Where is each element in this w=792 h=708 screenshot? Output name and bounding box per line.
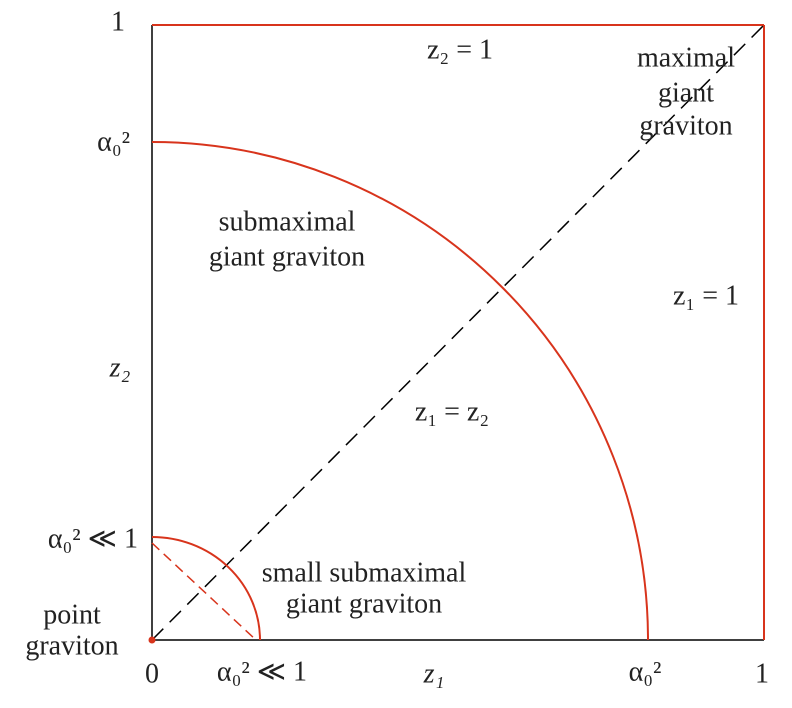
submaximal-curve xyxy=(151,141,649,641)
x-axis-label: z₁ xyxy=(423,658,445,689)
submaximal-label: submaximal xyxy=(219,206,356,237)
x-tick-label: 0 xyxy=(145,658,159,689)
top-edge-label: z₂ = 1 xyxy=(427,34,493,65)
x-tick-label: 1 xyxy=(755,658,769,689)
diagonal-line xyxy=(151,24,765,641)
small-curve-approx xyxy=(151,542,257,641)
point-label: point xyxy=(43,599,101,630)
y-tick-label: 1 xyxy=(111,6,125,37)
point-graviton-dot xyxy=(148,636,156,644)
small-submaximal-label: small submaximal xyxy=(262,557,467,588)
diagonal-label: z₁ = z₂ xyxy=(415,396,489,427)
right-edge-label: z₁ = 1 xyxy=(673,280,739,311)
x-tick-label: α₀² ≪ 1 xyxy=(217,656,307,687)
small-submaximal-label: giant graviton xyxy=(286,588,442,619)
maximal-label: maximal xyxy=(637,42,735,73)
y-tick-label: α₀² ≪ 1 xyxy=(48,523,138,554)
y-tick-label: α₀² xyxy=(97,126,130,157)
y-axis-label: z₂ xyxy=(109,352,131,383)
small-curve xyxy=(151,536,261,641)
point-label: graviton xyxy=(25,630,118,661)
submaximal-label: giant graviton xyxy=(209,241,365,272)
maximal-label: giant xyxy=(658,77,714,108)
x-tick-label: α₀² xyxy=(629,656,662,687)
maximal-label: graviton xyxy=(639,110,732,141)
